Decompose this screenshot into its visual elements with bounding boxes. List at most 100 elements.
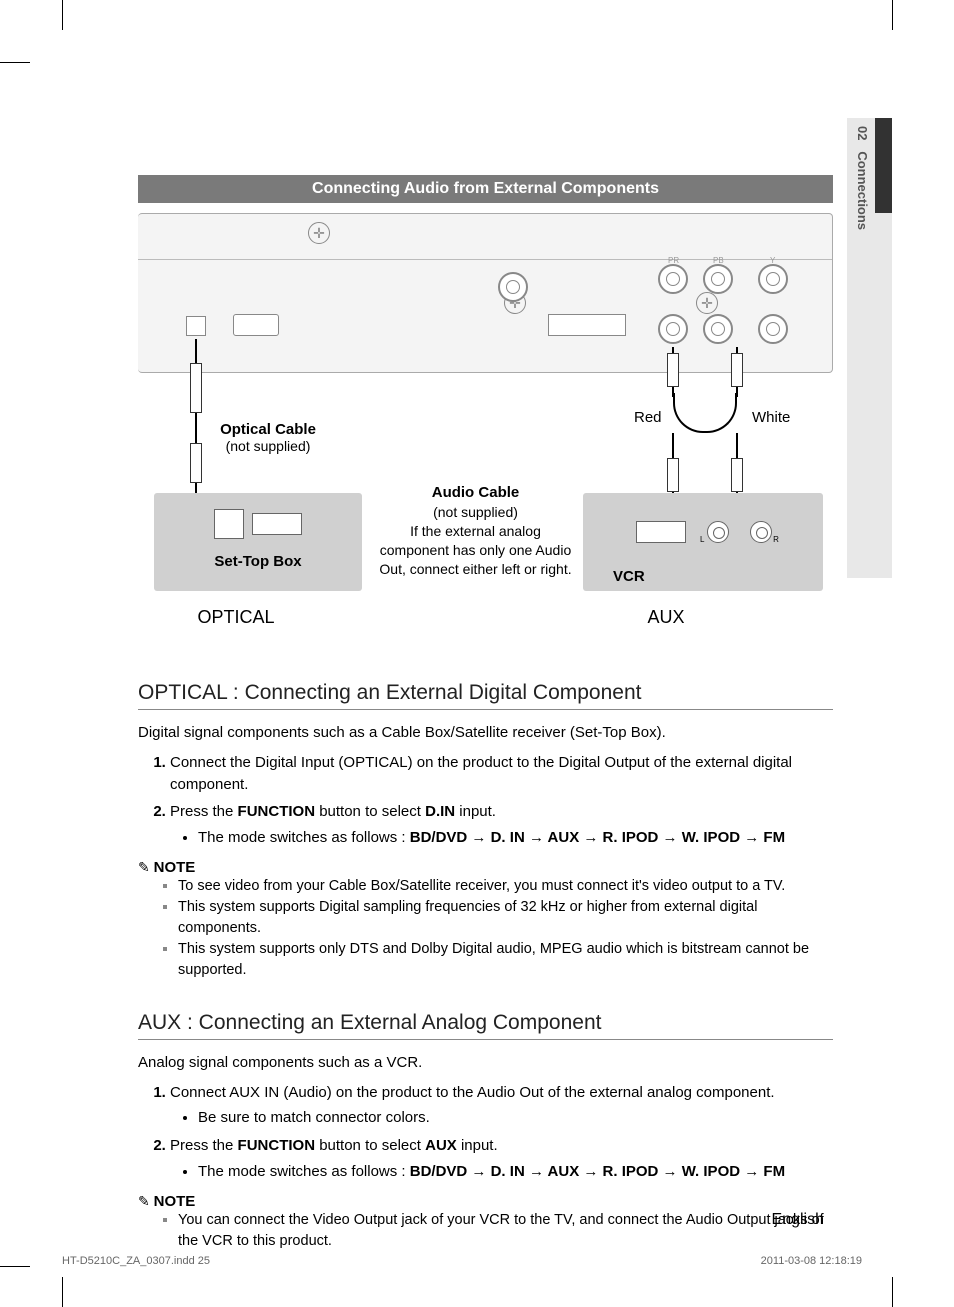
list-item: Connect the Digital Input (OPTICAL) on t… [170,752,833,796]
rca-connector [667,353,679,387]
rca-port-pb [703,264,733,294]
rca-port-r [758,314,788,344]
label: (not supplied) If the external analog co… [378,503,573,579]
text: Connect AUX IN (Audio) on the product to… [170,1084,775,1101]
optical-cable-label: Optical Cable (not supplied) [198,421,338,454]
optical-steps: Connect the Digital Input (OPTICAL) on t… [138,752,833,849]
crop-mark [62,0,63,30]
footer-timestamp: 2011-03-08 12:18:19 [761,1255,862,1267]
set-top-box-component: Set-Top Box [154,493,362,591]
cable-merge-curve [673,393,737,433]
footer-language: English [772,1211,824,1229]
label: Set-Top Box [154,553,362,570]
aux-notes: You can connect the Video Output jack of… [138,1210,833,1252]
device-back-panel: ✛ ✛ ✛ PR PB Y [138,213,833,373]
rca-connector [731,353,743,387]
label: (not supplied) [198,438,338,454]
panel-seam [138,259,833,260]
aux-heading: AUX : Connecting an External Analog Comp… [138,1011,833,1040]
page-content: Connecting Audio from External Component… [138,175,833,1252]
label: VCR [613,568,645,585]
sub-list: The mode switches as follows : BD/DVD → … [170,1161,833,1183]
label: Audio Cable [378,483,573,503]
optical-intro: Digital signal components such as a Cabl… [138,722,833,744]
section-tab-label: 02 Connections [855,126,870,230]
rca-jack-r: R [750,521,772,543]
multi-port [548,314,626,336]
rca-port [498,272,528,302]
list-item: This system supports only DTS and Dolby … [178,939,833,981]
vcr-component: L R VCR [583,493,823,591]
optical-heading: OPTICAL : Connecting an External Digital… [138,681,833,710]
text: Connect the Digital Input (OPTICAL) on t… [170,754,792,793]
rca-jack-l: L [707,521,729,543]
section-banner: Connecting Audio from External Component… [138,175,833,203]
aux-intro: Analog signal components such as a VCR. [138,1052,833,1074]
list-item: Connect AUX IN (Audio) on the product to… [170,1082,833,1130]
rca-port-l [658,314,688,344]
rca-label: PB [713,256,724,265]
rca-label: Y [770,256,775,265]
rca-connector [667,458,679,492]
section-tab-marker [875,118,892,213]
label: Optical Cable [198,421,338,438]
rca-port [703,314,733,344]
list-item: The mode switches as follows : BD/DVD → … [198,827,833,849]
aux-big-label: AUX [636,607,696,628]
red-label: Red [634,409,662,426]
sub-list: The mode switches as follows : BD/DVD → … [170,827,833,849]
note-heading: NOTE [138,859,833,876]
optical-notes: To see video from your Cable Box/Satelli… [138,876,833,981]
crop-mark [62,1277,63,1307]
rca-port-y [758,264,788,294]
crop-mark [0,1266,30,1267]
note-heading: NOTE [138,1193,833,1210]
footer-doc-ref: HT-D5210C_ZA_0307.indd 25 [62,1255,210,1267]
list-item: You can connect the Video Output jack of… [178,1210,833,1252]
text: Press the [170,1137,238,1154]
label: NOTE [154,859,196,876]
rca-connector [731,458,743,492]
white-label: White [752,409,790,426]
section-number: 02 [855,126,870,140]
list-item: Be sure to match connector colors. [198,1107,833,1129]
hdmi-port [233,314,279,336]
optical-big-label: OPTICAL [186,607,286,628]
text: D.IN [425,803,455,820]
optical-connector [190,363,202,413]
audio-cable-label: Audio Cable (not supplied) If the extern… [378,483,573,579]
list-item: Press the FUNCTION button to select D.IN… [170,801,833,849]
text: input. [457,1137,498,1154]
text: button to select [315,1137,425,1154]
text: The mode switches as follows : [198,1163,410,1180]
stb-icon [252,513,302,535]
sub-list: Be sure to match connector colors. [170,1107,833,1129]
text: BD/DVD → D. IN → AUX → R. IPOD → W. IPOD… [410,829,785,846]
section-name: Connections [855,151,870,230]
rca-label: PR [668,256,679,265]
optical-port [186,316,206,336]
screw-icon: ✛ [696,292,718,314]
list-item: Press the FUNCTION button to select AUX … [170,1135,833,1183]
label: NOTE [154,1193,196,1210]
vcr-icon [636,521,686,543]
rca-port-pr [658,264,688,294]
list-item: This system supports Digital sampling fr… [178,897,833,939]
tv-icon [214,509,244,539]
crop-mark [892,1277,893,1307]
text: button to select [315,803,425,820]
text: AUX [425,1137,457,1154]
text: input. [455,803,496,820]
connection-diagram: ✛ ✛ ✛ PR PB Y Optical Cable (not supplie… [138,213,833,633]
list-item: To see video from your Cable Box/Satelli… [178,876,833,897]
aux-steps: Connect AUX IN (Audio) on the product to… [138,1082,833,1183]
text: FUNCTION [238,803,316,820]
text: Press the [170,803,238,820]
text: BD/DVD → D. IN → AUX → R. IPOD → W. IPOD… [410,1163,785,1180]
text: The mode switches as follows : [198,829,410,846]
list-item: The mode switches as follows : BD/DVD → … [198,1161,833,1183]
crop-mark [892,0,893,30]
screw-icon: ✛ [308,222,330,244]
crop-mark [0,62,30,63]
text: FUNCTION [238,1137,316,1154]
